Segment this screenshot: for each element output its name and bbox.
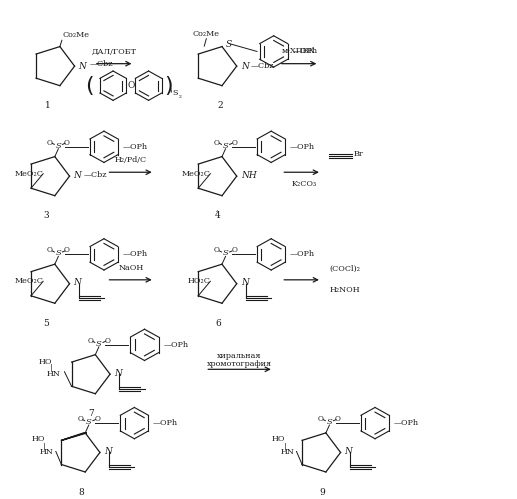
Text: N: N [104, 447, 112, 456]
Text: HO₂C: HO₂C [188, 277, 210, 285]
Text: HO: HO [39, 358, 52, 366]
Text: —OPh: —OPh [163, 341, 188, 349]
Text: O: O [104, 337, 111, 345]
Text: Br: Br [354, 150, 363, 158]
Text: —OPh: —OPh [293, 47, 317, 55]
Text: N: N [345, 447, 353, 456]
Text: O: O [128, 81, 135, 90]
Text: 7: 7 [88, 409, 94, 418]
Text: 6: 6 [215, 319, 221, 328]
Text: —Cbz: —Cbz [251, 62, 275, 70]
Text: —OPh: —OPh [123, 143, 148, 151]
Text: S: S [55, 250, 61, 257]
Text: 2: 2 [218, 101, 223, 110]
Polygon shape [62, 433, 87, 441]
Text: N: N [73, 171, 82, 180]
Text: NH: NH [241, 171, 256, 180]
Text: хромотография: хромотография [207, 360, 272, 368]
Text: O: O [335, 415, 341, 423]
Text: MeO₂C: MeO₂C [14, 277, 43, 285]
Text: —OPh: —OPh [290, 250, 315, 258]
Text: S: S [86, 418, 92, 426]
Text: Co₂Me: Co₂Me [193, 30, 220, 38]
Text: S: S [223, 250, 229, 257]
Text: S: S [223, 142, 229, 150]
Text: 8: 8 [78, 488, 84, 497]
Text: хиральная: хиральная [217, 351, 262, 359]
Text: N: N [79, 61, 86, 71]
Text: 5: 5 [43, 319, 49, 328]
Text: O: O [214, 139, 220, 147]
Text: |: | [283, 442, 286, 450]
Text: S: S [327, 418, 332, 426]
Text: O: O [95, 415, 100, 423]
Text: ₂: ₂ [179, 92, 182, 100]
Text: —Cbz: —Cbz [84, 171, 107, 179]
Text: O: O [318, 415, 324, 423]
Text: (COCl)₂: (COCl)₂ [329, 265, 360, 273]
Text: O: O [214, 247, 220, 254]
Text: N: N [73, 278, 82, 287]
Text: Co₂Me: Co₂Me [63, 31, 89, 39]
Text: O: O [231, 139, 237, 147]
Text: MeO₂C: MeO₂C [14, 170, 43, 178]
Text: S: S [96, 340, 102, 348]
Text: MeO₂C: MeO₂C [181, 170, 210, 178]
Text: NaOH: NaOH [118, 263, 143, 271]
Text: O: O [87, 337, 93, 345]
Text: H₂NOH: H₂NOH [329, 286, 360, 294]
Text: O: O [64, 247, 70, 254]
Text: O: O [231, 247, 237, 254]
Text: S: S [55, 142, 61, 150]
Text: O: O [64, 139, 70, 147]
Text: HN: HN [280, 449, 294, 457]
Text: м-ХПВК: м-ХПВК [282, 47, 316, 55]
Text: O: O [47, 247, 53, 254]
Text: 3: 3 [43, 212, 49, 221]
Text: H₂/Pd/C: H₂/Pd/C [115, 156, 147, 164]
Text: HN: HN [40, 449, 54, 457]
Text: —Cbz: —Cbz [90, 60, 113, 68]
Text: HO: HO [272, 435, 285, 443]
Text: |: | [51, 364, 53, 372]
Text: N: N [241, 61, 249, 71]
Text: K₂CO₃: K₂CO₃ [292, 180, 316, 188]
Text: S: S [226, 39, 232, 48]
Text: (: ( [85, 76, 94, 96]
Text: —OPh: —OPh [153, 419, 178, 427]
Text: 4̂: 4̂ [215, 212, 221, 221]
Text: ДАЛ/ГОБТ: ДАЛ/ГОБТ [92, 47, 136, 55]
Text: —OPh: —OPh [290, 143, 315, 151]
Text: 9: 9 [319, 488, 325, 497]
Text: HO: HO [32, 435, 45, 443]
Text: O: O [77, 415, 83, 423]
Text: 1: 1 [45, 101, 51, 110]
Text: S: S [172, 88, 178, 96]
Text: N: N [114, 369, 122, 378]
Text: —OPh: —OPh [394, 419, 419, 427]
Text: —OPh: —OPh [123, 250, 148, 258]
Text: N: N [241, 278, 249, 287]
Text: O: O [47, 139, 53, 147]
Text: |: | [43, 442, 45, 450]
Text: ): ) [164, 76, 173, 96]
Text: HN: HN [47, 370, 60, 378]
